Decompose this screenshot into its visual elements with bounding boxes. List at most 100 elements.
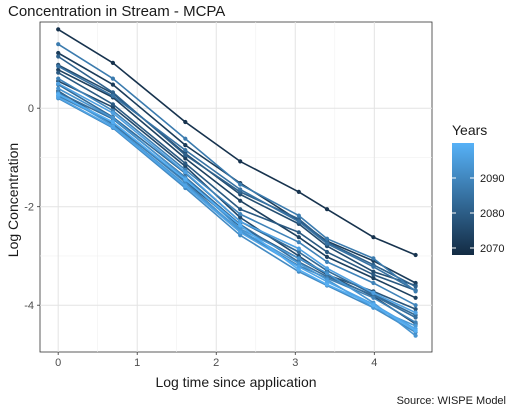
data-point	[238, 223, 243, 228]
data-point	[56, 50, 61, 56]
series-2099	[56, 92, 418, 333]
data-point	[296, 256, 301, 261]
x-axis-title: Log time since application	[155, 374, 316, 390]
series-2079	[56, 70, 418, 293]
series-layer	[56, 27, 418, 338]
x-tick-label: 0	[55, 357, 61, 369]
series-line	[57, 69, 416, 299]
series-2070	[56, 27, 418, 258]
data-point	[56, 67, 61, 72]
x-tick-label: 2	[213, 357, 219, 369]
data-point	[371, 280, 376, 286]
data-point	[56, 95, 61, 100]
data-point	[238, 212, 243, 217]
data-point	[183, 136, 188, 141]
data-point	[183, 183, 188, 189]
series-2096	[56, 81, 418, 315]
data-point	[183, 161, 188, 166]
data-point	[183, 152, 188, 158]
series-line	[57, 72, 416, 292]
data-point	[371, 269, 376, 274]
data-point	[56, 70, 61, 75]
data-point	[238, 219, 243, 224]
series-line	[57, 96, 417, 330]
data-point	[110, 76, 115, 81]
data-point	[296, 235, 301, 240]
data-point	[324, 282, 330, 287]
data-point	[413, 310, 418, 315]
axes: 0 1 2 3 4 -4 -2 0	[24, 103, 377, 369]
data-point	[324, 241, 330, 246]
data-point	[56, 76, 61, 81]
data-point	[324, 207, 330, 212]
data-point	[183, 148, 188, 153]
legend-tick-label: 2080	[480, 208, 504, 220]
legend-tick-label: 2090	[480, 173, 504, 185]
data-point	[110, 115, 115, 121]
y-tick-label: -4	[24, 300, 34, 312]
data-point	[183, 143, 188, 148]
data-point	[371, 276, 376, 281]
x-tick-label: 3	[292, 357, 298, 369]
series-line	[57, 65, 416, 292]
data-point	[183, 177, 188, 182]
data-point	[238, 230, 243, 235]
data-point	[238, 215, 243, 220]
data-point	[324, 279, 330, 284]
legend-tick-label: 2070	[480, 243, 504, 255]
data-point	[413, 328, 418, 333]
data-point	[324, 249, 330, 255]
data-point	[238, 198, 243, 203]
source-caption: Source: WISPE Model	[397, 395, 506, 407]
series-line	[57, 77, 416, 306]
data-point	[56, 54, 61, 59]
data-point	[183, 119, 188, 125]
y-axis-title: Log Concentration	[5, 143, 21, 257]
data-point	[183, 170, 188, 175]
data-point	[324, 266, 330, 271]
data-point	[371, 264, 376, 269]
data-point	[296, 230, 301, 235]
data-point	[413, 333, 418, 338]
series-line	[57, 97, 417, 333]
data-point	[296, 240, 301, 245]
data-point	[238, 182, 243, 187]
legend: Years 2070 2080 2090	[452, 122, 504, 255]
data-point	[238, 207, 243, 212]
data-point	[296, 213, 301, 218]
data-point	[238, 233, 243, 238]
data-point	[296, 189, 301, 194]
series-line	[57, 83, 416, 316]
data-point	[110, 102, 115, 107]
data-point	[413, 315, 418, 320]
data-point	[296, 261, 301, 266]
x-tick-label: 4	[371, 357, 377, 369]
chart-title: Concentration in Stream - MCPA	[8, 3, 225, 20]
series-line	[57, 93, 417, 332]
data-point	[56, 42, 61, 47]
data-point	[110, 111, 115, 116]
data-point	[371, 290, 376, 295]
data-point	[413, 323, 418, 328]
y-tick-label: -2	[24, 202, 34, 214]
data-point	[110, 60, 115, 65]
data-point	[324, 271, 330, 276]
data-point	[324, 254, 330, 259]
data-point	[56, 81, 61, 86]
series-line	[57, 87, 417, 337]
data-point	[413, 252, 418, 258]
data-point	[296, 264, 301, 269]
data-point	[371, 235, 376, 240]
data-point	[183, 156, 188, 161]
data-point	[413, 320, 418, 325]
data-point	[371, 303, 376, 308]
data-point	[296, 267, 301, 272]
data-point	[324, 236, 330, 241]
data-point	[238, 187, 243, 192]
data-point	[413, 303, 418, 308]
data-point	[56, 27, 61, 32]
series-line	[57, 82, 416, 314]
series-2089	[56, 76, 418, 308]
data-point	[413, 289, 418, 294]
series-line	[57, 28, 416, 256]
